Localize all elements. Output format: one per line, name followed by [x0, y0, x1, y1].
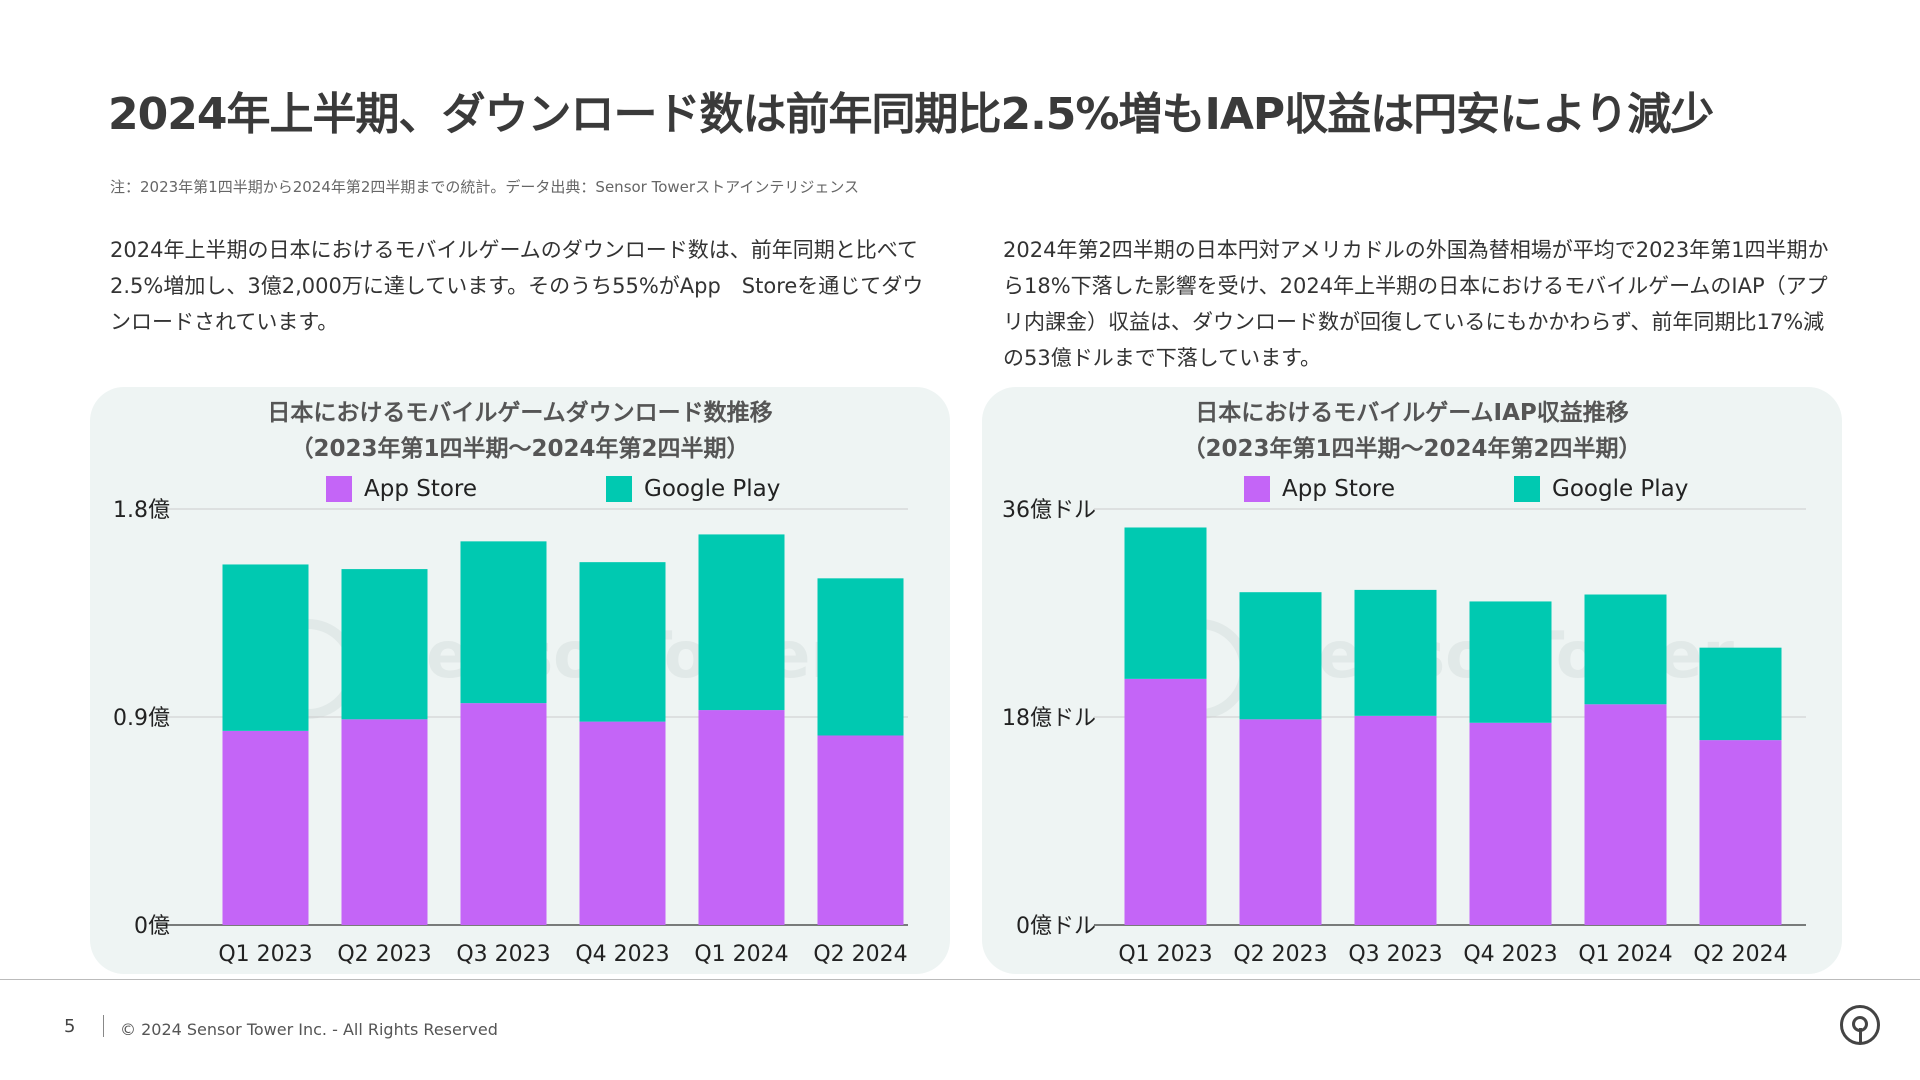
bar-app-store: [817, 735, 904, 925]
downloads-bar-chart: 0億 0.9億 1.8億 Q1 2023 Q2 2023 Q3 2023 Q4 2023 Q1…: [113, 498, 908, 967]
legend-item-app-store: App Store: [326, 471, 477, 507]
legend-swatch-google-play: [606, 476, 632, 502]
x-tick-label: Q1 2023: [1118, 942, 1212, 967]
legend-label: Google Play: [644, 476, 781, 502]
chart-title: 日本におけるモバイルゲームダウンロード数推移: [267, 400, 773, 426]
bar-google-play: [1239, 592, 1322, 720]
y-tick-label: 0億: [134, 914, 170, 939]
page-number: 5: [64, 1016, 76, 1037]
x-tick-label: Q4 2023: [575, 942, 669, 967]
bar-google-play: [1699, 647, 1782, 741]
bar-app-store: [1124, 678, 1207, 925]
bar-app-store: [698, 710, 785, 925]
y-tick-label: 0.9億: [113, 706, 170, 731]
bar-google-play: [460, 541, 547, 704]
legend-swatch-app-store: [1244, 476, 1270, 502]
bar-app-store: [1469, 722, 1552, 925]
chart-title: 日本におけるモバイルゲームIAP収益推移: [1195, 400, 1629, 426]
bar-app-store: [341, 719, 428, 925]
x-tick-label: Q2 2024: [813, 942, 907, 967]
y-tick-label: 1.8億: [113, 498, 170, 523]
sensor-tower-logo-icon: [1840, 1005, 1880, 1045]
legend-label: Google Play: [1552, 476, 1689, 502]
x-tick-label: Q4 2023: [1463, 942, 1557, 967]
x-tick-label: Q3 2023: [456, 942, 550, 967]
bar-google-play: [222, 564, 309, 731]
legend-swatch-google-play: [1514, 476, 1540, 502]
bar-google-play: [579, 562, 666, 722]
revenue-paragraph: 2024年第2四半期の日本円対アメリカドルの外国為替相場が平均で2023年第1四…: [1003, 238, 1829, 370]
legend-item-app-store: App Store: [1244, 471, 1395, 507]
x-tick-label: Q1 2023: [218, 942, 312, 967]
revenue-bar-chart: 0億ドル 18億ドル 36億ドル Q1 2023 Q2 2023 Q3 2023 Q4 20…: [1002, 498, 1806, 967]
bar-app-store: [1584, 704, 1667, 925]
x-tick-label: Q1 2024: [694, 942, 788, 967]
x-tick-label: Q2 2024: [1693, 942, 1787, 967]
footer-divider: [0, 979, 1920, 980]
legend-swatch-app-store: [326, 476, 352, 502]
x-tick-label: Q2 2023: [337, 942, 431, 967]
bar-google-play: [1469, 601, 1552, 723]
bar-google-play: [817, 578, 904, 736]
chart-legend: App Store Google Play: [90, 471, 950, 511]
legend-label: App Store: [1282, 476, 1396, 502]
y-tick-label: 18億ドル: [1002, 706, 1096, 731]
footer-separator: [103, 1015, 104, 1037]
chart-legend: App Store Google Play: [982, 471, 1842, 511]
x-tick-label: Q1 2024: [1578, 942, 1672, 967]
y-tick-label: 0億ドル: [1016, 914, 1096, 939]
bar-app-store: [1354, 715, 1437, 925]
legend-item-google-play: Google Play: [606, 471, 780, 507]
x-tick-label: Q2 2023: [1233, 942, 1327, 967]
downloads-paragraph: 2024年上半期の日本におけるモバイルゲームのダウンロード数は、前年同期と比べて…: [110, 238, 924, 334]
bar-google-play: [1124, 527, 1207, 679]
bar-app-store: [222, 730, 309, 925]
bar-google-play: [1354, 589, 1437, 716]
page-title: 2024年上半期、ダウンロード数は前年同期比2.5%増もIAP収益は円安により減…: [108, 89, 1714, 140]
bar-app-store: [579, 721, 666, 925]
bar-app-store: [1239, 719, 1322, 925]
bar-app-store: [1699, 740, 1782, 925]
legend-item-google-play: Google Play: [1514, 471, 1688, 507]
bar-app-store: [460, 703, 547, 925]
bar-google-play: [341, 569, 428, 720]
bar-google-play: [1584, 594, 1667, 705]
logo-stem: [1859, 1028, 1862, 1042]
bar-google-play: [698, 534, 785, 711]
copyright-text: © 2024 Sensor Tower Inc. - All Rights Re…: [120, 1020, 498, 1039]
x-tick-label: Q3 2023: [1348, 942, 1442, 967]
data-source-note: 注：2023年第1四半期から2024年第2四半期までの統計。データ出典：Sens…: [110, 178, 860, 196]
chart-subtitle: （2023年第1四半期〜2024年第2四半期）: [290, 436, 750, 462]
y-tick-label: 36億ドル: [1002, 498, 1096, 523]
chart-subtitle: （2023年第1四半期〜2024年第2四半期）: [1182, 436, 1642, 462]
legend-label: App Store: [364, 476, 478, 502]
